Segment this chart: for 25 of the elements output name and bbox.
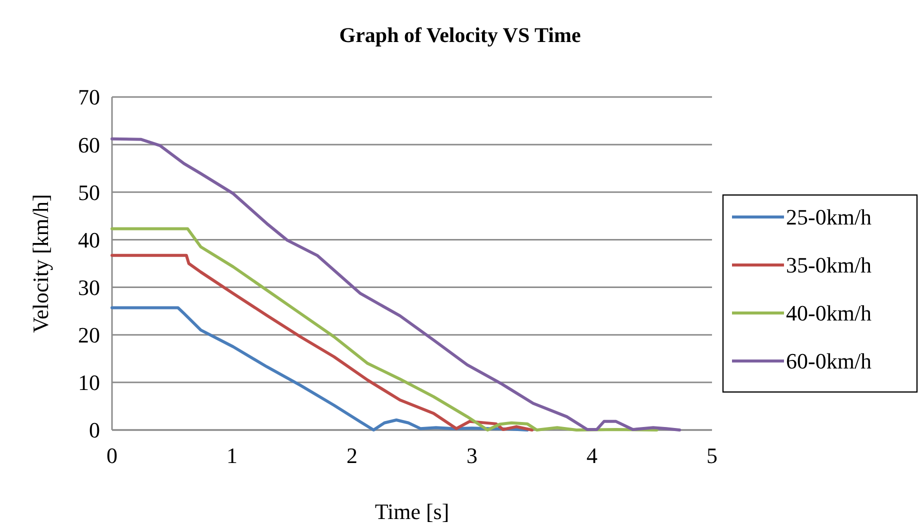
- y-tick-label: 60: [78, 132, 100, 158]
- line-series: [110, 137, 682, 432]
- line-series: [110, 254, 534, 432]
- legend-label: 25-0km/h: [786, 204, 872, 230]
- x-tick-label: 1: [226, 443, 238, 468]
- legend-label: 40-0km/h: [786, 300, 872, 326]
- x-tick-label: 3: [466, 443, 478, 468]
- y-tick-label: 10: [78, 370, 100, 396]
- y-axis-title: Velocity [km/h]: [28, 194, 53, 333]
- x-tick-label: 0: [106, 443, 118, 468]
- x-tick-label: 5: [706, 443, 718, 468]
- x-tick-label: 4: [586, 443, 598, 468]
- line-series: [110, 227, 658, 432]
- y-tick-label: 30: [78, 274, 100, 300]
- x-axis-title: Time [s]: [374, 499, 450, 524]
- y-tick-label: 0: [89, 418, 100, 443]
- legend-label: 60-0km/h: [786, 348, 872, 374]
- line-series: [110, 306, 529, 432]
- y-tick-label: 50: [78, 180, 100, 205]
- x-tick-label: 2: [346, 443, 358, 468]
- y-tick-label: 20: [78, 322, 100, 348]
- chart-title: Graph of Velocity VS Time: [339, 23, 581, 47]
- y-tick-label: 70: [78, 84, 100, 110]
- y-tick-label: 40: [78, 227, 100, 252]
- legend-label: 35-0km/h: [786, 252, 872, 278]
